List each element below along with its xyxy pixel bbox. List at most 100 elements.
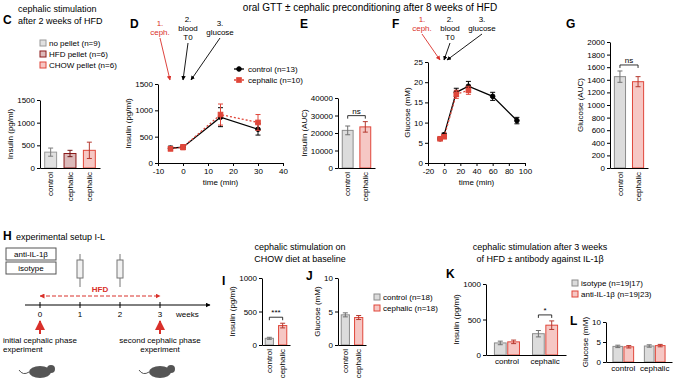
- legend-swatch: [374, 305, 380, 311]
- tick-mark: [607, 105, 610, 106]
- annotation: glucose: [206, 28, 234, 37]
- syringe-barrel: [77, 260, 83, 278]
- significance-label: ***: [271, 308, 280, 317]
- tick: 40000: [311, 94, 338, 103]
- syringe-plunger: [80, 254, 81, 260]
- tick-mark: [37, 100, 40, 101]
- annotation-arrow: [447, 34, 482, 60]
- tick: control: [616, 172, 625, 196]
- tick-mark: [493, 163, 494, 166]
- axis-title: Glucose (mM): [403, 87, 412, 138]
- tick: 0: [601, 164, 610, 173]
- tick-mark: [607, 143, 610, 144]
- tick: 1000: [463, 280, 486, 289]
- tick: control: [611, 364, 635, 373]
- panel: L0510Glucose (mM)controlcephalicisotype …: [570, 279, 673, 373]
- panel: D050010001500Insulin (pg/ml)-10010203040…: [124, 15, 303, 187]
- tick-label: cephalic: [278, 349, 287, 378]
- tick: 15: [414, 98, 428, 107]
- tick-mark: [155, 110, 158, 111]
- tick-label: 15: [414, 98, 423, 107]
- tick: 200: [592, 151, 610, 160]
- tick-label: cephalic: [640, 364, 669, 373]
- legend-marker: [237, 67, 242, 72]
- tick-mark: [477, 163, 478, 166]
- tick-mark: [603, 362, 606, 363]
- error-bar: [267, 337, 272, 339]
- legend-label: control (n=13): [248, 65, 298, 74]
- tick: 500: [468, 316, 486, 325]
- axis-line: [611, 168, 649, 169]
- tick-label: 0: [597, 358, 602, 367]
- tick-mark: [283, 163, 284, 166]
- error-bar: [168, 147, 173, 151]
- marks: [45, 142, 96, 168]
- axis-title: Glucose (mM): [313, 286, 322, 337]
- tick: 600: [592, 126, 610, 135]
- legend-label: anti-IL-1β (n=19|23): [581, 290, 652, 299]
- tick: cephalic: [634, 172, 643, 201]
- tick: 0: [329, 164, 338, 173]
- tick-label: 1500: [135, 80, 153, 89]
- event-label: experiment: [140, 345, 180, 354]
- significance-label: *: [543, 306, 546, 315]
- significance-bracket: [348, 116, 366, 119]
- legend-swatch: [40, 51, 46, 57]
- timeline-tick: [160, 302, 161, 308]
- tick-mark: [425, 123, 428, 124]
- axis-line: [610, 43, 611, 169]
- tick-label: control: [611, 364, 635, 373]
- tick-label: 1000: [587, 101, 605, 110]
- tick-mark: [509, 163, 510, 166]
- tick-label: 60: [489, 167, 498, 176]
- y-axis: 010000200003000040000: [311, 94, 339, 173]
- tick: 400: [592, 139, 610, 148]
- tick-label: 10: [204, 167, 213, 176]
- diagram: Hexperimental setup I-Lanti-IL-1βisotype…: [3, 229, 210, 378]
- tick: 20000: [311, 129, 338, 138]
- tick: 40: [279, 163, 288, 176]
- significance-bracket: [620, 65, 638, 68]
- panel-title: CHOW diet at baseline: [254, 254, 346, 264]
- tick: 500: [22, 141, 40, 150]
- tick-label: control: [343, 172, 352, 196]
- annotation: 2.: [185, 15, 192, 24]
- axis-title: time (min): [203, 178, 239, 187]
- tick-label: 5: [329, 308, 334, 317]
- axis-title: Insulin (pg/ml): [124, 98, 133, 149]
- tick-label: 10: [414, 119, 423, 128]
- tick-mark: [607, 118, 610, 119]
- tick: cephalic: [66, 172, 75, 201]
- axis-title: time (min): [459, 178, 495, 187]
- tick-mark: [37, 123, 40, 124]
- week-label: 0: [38, 310, 43, 319]
- axis-line: [339, 345, 367, 346]
- marks: [438, 81, 520, 141]
- tick-label: cephalic: [85, 172, 94, 201]
- annotation: ceph.: [412, 24, 432, 33]
- tick-label: 800: [592, 114, 606, 123]
- event-label: experiment: [3, 345, 43, 354]
- tick: 0: [442, 163, 447, 176]
- y-axis: 0510152025: [414, 58, 428, 168]
- panel-letter: E: [300, 17, 308, 31]
- error-bar: [617, 71, 622, 82]
- error-bar: [549, 321, 554, 330]
- figure: oral GTT ± cephalic preconditioning afte…: [0, 0, 679, 386]
- y-axis: 0510: [324, 274, 338, 350]
- x-axis: controlcephaliccephalic: [41, 169, 101, 202]
- annotation: blood: [178, 24, 198, 33]
- y-axis: 0200400600800100012001400160018002000: [587, 38, 610, 173]
- timeline-tick: [80, 302, 81, 308]
- tick: 0: [253, 341, 262, 350]
- tick-mark: [444, 163, 445, 166]
- tick-mark: [258, 163, 259, 166]
- legend-label: CHOW pellet (n=6): [49, 61, 117, 70]
- tick: 5: [597, 338, 606, 347]
- tick-mark: [335, 151, 338, 152]
- bar: [632, 82, 643, 168]
- axis-title: Insulin (AUC): [300, 109, 309, 157]
- tick-mark: [335, 312, 338, 313]
- tick-mark: [158, 163, 159, 166]
- timeline: [25, 305, 210, 306]
